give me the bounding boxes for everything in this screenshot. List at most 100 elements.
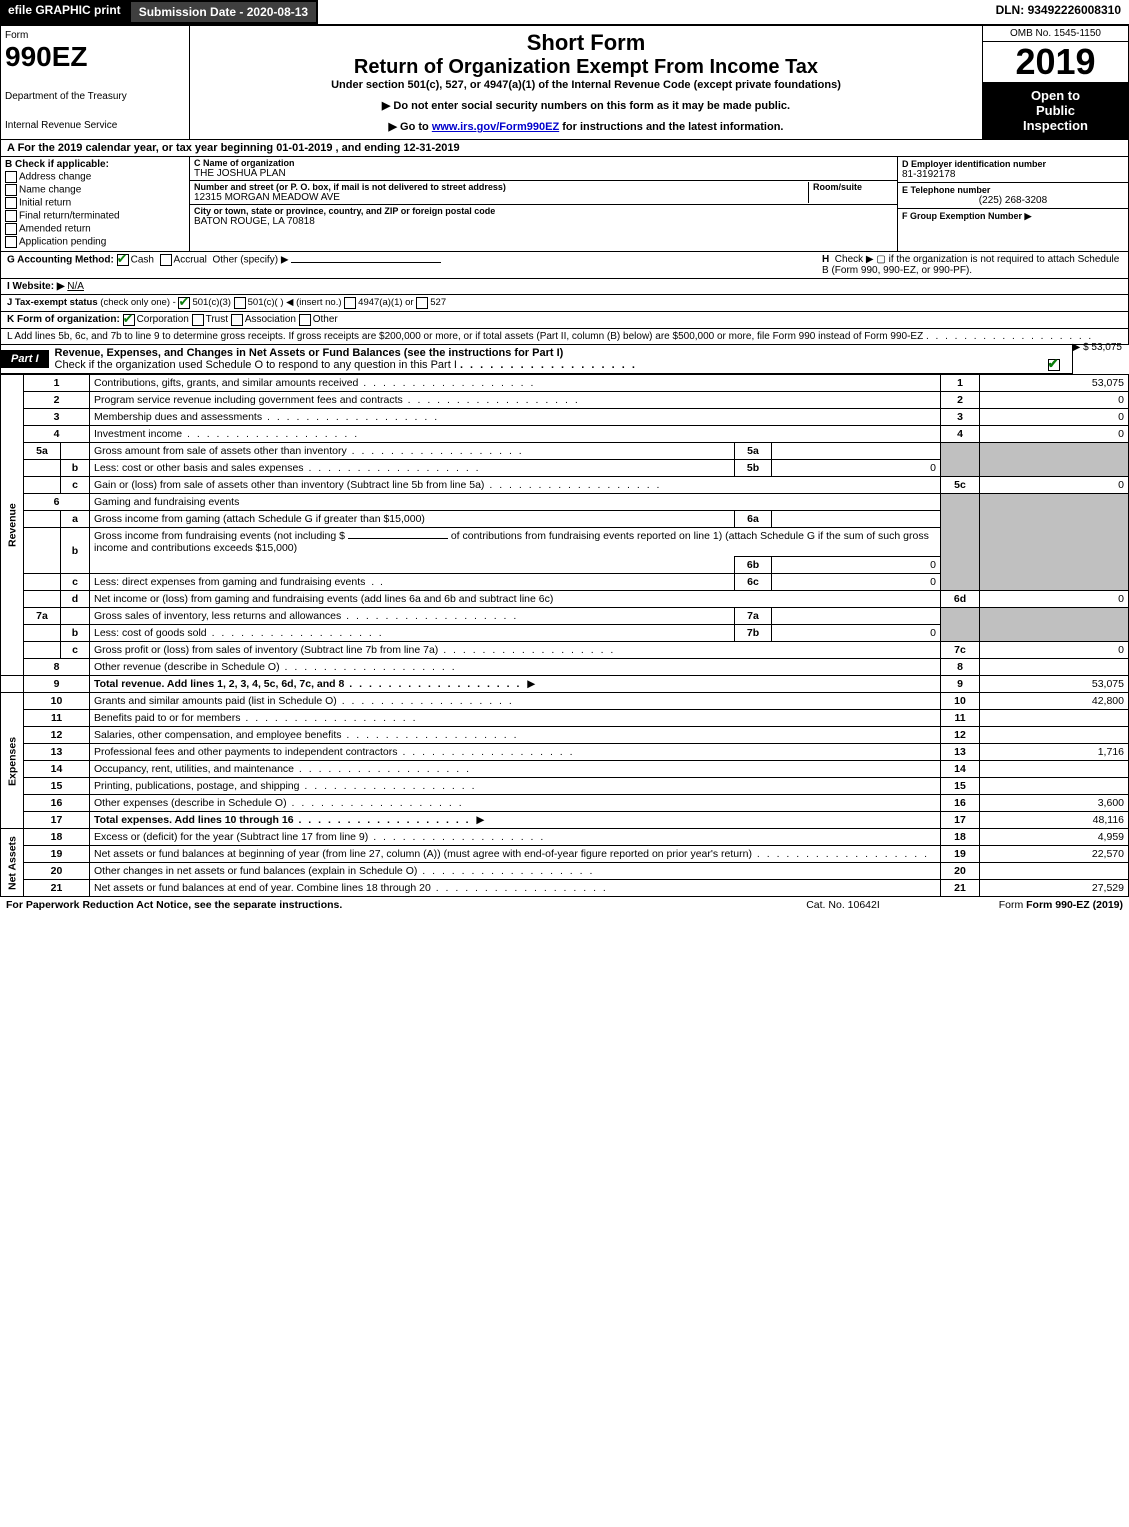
chk-cash[interactable]: [117, 254, 129, 266]
l4-num: 4: [24, 426, 90, 443]
line-9: 9 Total revenue. Add lines 1, 2, 3, 4, 5…: [1, 676, 1129, 693]
l10-num: 10: [24, 693, 90, 710]
l13-num: 13: [24, 744, 90, 761]
chk-4947[interactable]: [344, 297, 356, 309]
l7b-desc: Less: cost of goods sold: [94, 627, 384, 639]
lbl-name-change: Name change: [19, 185, 81, 196]
chk-final-return[interactable]: [5, 210, 17, 222]
l1-val: 53,075: [980, 375, 1129, 392]
ein: 81-3192178: [902, 169, 1124, 180]
form-number: 990EZ: [5, 41, 185, 73]
form-subtitle: Under section 501(c), 527, or 4947(a)(1)…: [194, 79, 978, 91]
l1-num: 1: [24, 375, 90, 392]
ein-label: D Employer identification number: [902, 159, 1124, 169]
j-note: (check only one) -: [100, 297, 176, 309]
l16-rn: 16: [941, 795, 980, 812]
line-18: Net Assets 18 Excess or (deficit) for th…: [1, 829, 1129, 846]
l7c-desc: Gross profit or (loss) from sales of inv…: [94, 644, 615, 656]
lbl-initial-return: Initial return: [19, 198, 71, 209]
chk-other-org[interactable]: [299, 314, 311, 326]
open-line-2: Public: [985, 103, 1126, 118]
line-10: Expenses 10 Grants and similar amounts p…: [1, 693, 1129, 710]
l6c-num: c: [61, 574, 90, 591]
submission-date-box: Submission Date - 2020-08-13: [129, 0, 318, 24]
chk-501c[interactable]: [234, 297, 246, 309]
k-label: K Form of organization:: [7, 314, 120, 326]
l3-desc: Membership dues and assessments: [94, 411, 439, 423]
section-net-assets: Net Assets: [1, 829, 24, 897]
submission-date: 2020-08-13: [247, 5, 308, 19]
chk-address-change[interactable]: [5, 171, 17, 183]
chk-assoc[interactable]: [231, 314, 243, 326]
l6-desc: Gaming and fundraising events: [90, 494, 941, 511]
l11-desc: Benefits paid to or for members: [94, 712, 418, 724]
row-k: K Form of organization: Corporation Trus…: [0, 312, 1129, 329]
l12-desc: Salaries, other compensation, and employ…: [94, 729, 519, 741]
chk-app-pending[interactable]: [5, 236, 17, 248]
other-method-input[interactable]: [291, 262, 441, 263]
l5a-mv: [772, 443, 941, 460]
row-l: L Add lines 5b, 6c, and 7b to line 9 to …: [0, 329, 1129, 345]
line-15: 15 Printing, publications, postage, and …: [1, 778, 1129, 795]
l11-rn: 11: [941, 710, 980, 727]
l15-val: [980, 778, 1129, 795]
l21-val: 27,529: [980, 880, 1129, 897]
l4-desc: Investment income: [94, 428, 359, 440]
chk-name-change[interactable]: [5, 184, 17, 196]
line-1: Revenue 1 Contributions, gifts, grants, …: [1, 375, 1129, 392]
l-text: L Add lines 5b, 6c, and 7b to line 9 to …: [7, 331, 923, 342]
lbl-4947: 4947(a)(1) or: [358, 297, 413, 309]
l6a-mv: [772, 511, 941, 528]
chk-trust[interactable]: [192, 314, 204, 326]
l14-val: [980, 761, 1129, 778]
l2-num: 2: [24, 392, 90, 409]
line-2: 2 Program service revenue including gove…: [1, 392, 1129, 409]
l19-val: 22,570: [980, 846, 1129, 863]
lbl-527: 527: [430, 297, 446, 309]
chk-amended-return[interactable]: [5, 223, 17, 235]
chk-527[interactable]: [416, 297, 428, 309]
tel-label: E Telephone number: [902, 185, 1124, 195]
chk-corp[interactable]: [123, 314, 135, 326]
row-i: I Website: ▶ N/A: [0, 279, 1129, 295]
l10-desc: Grants and similar amounts paid (list in…: [94, 695, 514, 707]
l17-desc: Total expenses. Add lines 10 through 16: [94, 814, 471, 826]
instructions-link[interactable]: www.irs.gov/Form990EZ: [432, 121, 559, 133]
l8-num: 8: [24, 659, 90, 676]
l5c-rn: 5c: [941, 477, 980, 494]
l20-rn: 20: [941, 863, 980, 880]
line-6: 6 Gaming and fundraising events: [1, 494, 1129, 511]
group-exemption-label: F Group Exemption Number ▶: [902, 211, 1124, 222]
note-post: for instructions and the latest informat…: [559, 121, 783, 133]
l5c-num: c: [61, 477, 90, 494]
chk-part1-schedule-o[interactable]: [1048, 359, 1060, 371]
note-pre: ▶ Go to: [389, 121, 432, 133]
efile-print-button[interactable]: efile GRAPHIC print: [0, 0, 129, 24]
dln-box: DLN: 93492226008310: [988, 0, 1129, 24]
lbl-cash: Cash: [131, 255, 154, 266]
l1-rn: 1: [941, 375, 980, 392]
l9-desc: Total revenue. Add lines 1, 2, 3, 4, 5c,…: [94, 678, 521, 690]
open-to-public-box: Open to Public Inspection: [983, 82, 1128, 139]
chk-initial-return[interactable]: [5, 197, 17, 209]
l18-num: 18: [24, 829, 90, 846]
l7a-num: 7a: [24, 608, 61, 625]
line-6d: d Net income or (loss) from gaming and f…: [1, 591, 1129, 608]
box-def: D Employer identification number 81-3192…: [897, 157, 1128, 251]
l15-num: 15: [24, 778, 90, 795]
l21-rn: 21: [941, 880, 980, 897]
row-j: J Tax-exempt status (check only one) - 5…: [0, 295, 1129, 312]
chk-accrual[interactable]: [160, 254, 172, 266]
l6b-mn: 6b: [735, 557, 772, 574]
l6c-mn: 6c: [735, 574, 772, 591]
chk-501c3[interactable]: [178, 297, 190, 309]
l6b-num: b: [61, 528, 90, 574]
lbl-amended-return: Amended return: [19, 224, 91, 235]
line-17: 17 Total expenses. Add lines 10 through …: [1, 812, 1129, 829]
l12-rn: 12: [941, 727, 980, 744]
h-text: Check ▶ ▢ if the organization is not req…: [822, 254, 1119, 276]
l6d-desc: Net income or (loss) from gaming and fun…: [90, 591, 941, 608]
line-12: 12 Salaries, other compensation, and emp…: [1, 727, 1129, 744]
short-form-title: Short Form: [194, 30, 978, 56]
l5b-num: b: [61, 460, 90, 477]
